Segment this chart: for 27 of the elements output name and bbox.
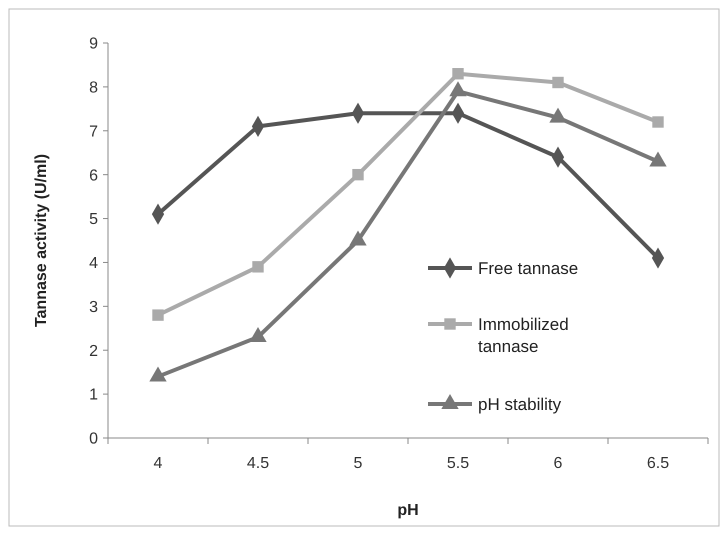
y-tick-label: 7	[89, 123, 98, 140]
y-tick-label: 0	[89, 430, 98, 448]
point	[152, 309, 164, 321]
point	[252, 261, 264, 273]
x-tick-label: 6	[554, 455, 563, 472]
y-tick-label: 8	[89, 79, 98, 96]
y-tick-label: 1	[89, 386, 98, 404]
x-tick-label: 5.5	[446, 455, 470, 472]
y-tick-label: 3	[89, 298, 98, 316]
legend-label: Immobilized tannase	[478, 314, 569, 356]
x-tick-label: 4.5	[246, 455, 270, 472]
x-tick-label: 6.5	[646, 455, 670, 472]
y-tick-label: 9	[89, 36, 98, 53]
legend-label: pH stability	[478, 394, 562, 414]
y-tick-label: 5	[89, 211, 98, 228]
point	[352, 168, 364, 180]
legend-label: Free tannase	[478, 258, 578, 278]
x-axis-title: pH	[397, 502, 419, 519]
point	[452, 68, 464, 80]
y-tick-label: 2	[89, 342, 98, 360]
y-tick-label: 4	[89, 255, 98, 272]
point	[552, 76, 564, 88]
point	[652, 116, 664, 128]
x-tick-label: 5	[354, 455, 363, 472]
y-tick-label: 6	[89, 167, 98, 184]
y-axis-title: Tannase activity (U/ml)	[33, 154, 50, 328]
x-tick-label: 4	[154, 455, 163, 472]
